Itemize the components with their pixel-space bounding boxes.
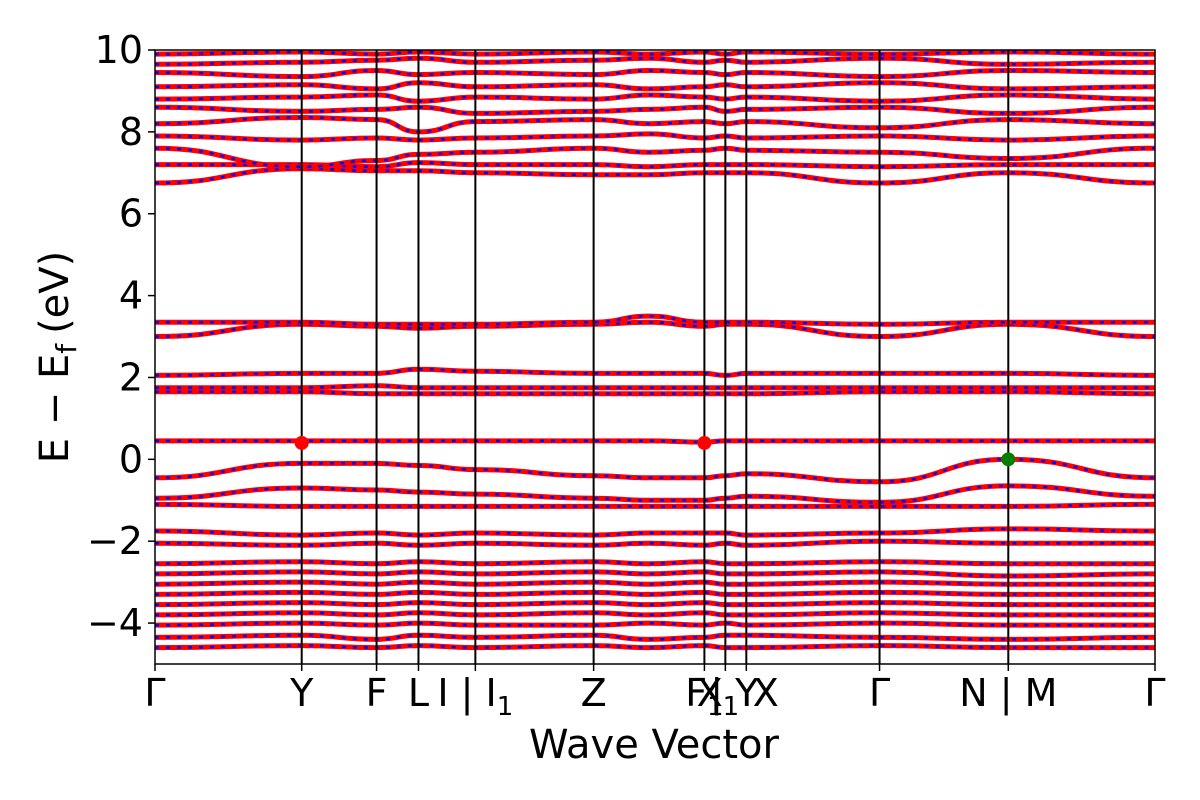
- extremum-marker: [294, 435, 309, 450]
- band-spin-up-line: [155, 389, 1155, 397]
- extremum-marker: [1001, 452, 1016, 467]
- bands-layer: [155, 50, 1155, 651]
- y-ticks: −4 −2 0 2 4 6 8 10: [87, 28, 155, 645]
- x-tick-label-text: | Y: [710, 671, 759, 716]
- y-tick-label: −4: [87, 601, 143, 645]
- x-tick-label-text: F: [685, 671, 707, 715]
- x-tick-label: | Y: [710, 671, 759, 716]
- x-tick-label-subscript: 1: [497, 692, 514, 722]
- x-tick-label-text: L: [408, 671, 429, 715]
- band-spin-up-line: [155, 579, 1155, 587]
- band-spin-up-line: [155, 68, 1155, 80]
- band-spin-up-line: [155, 166, 1155, 186]
- x-tick-label: Γ: [1144, 671, 1165, 715]
- x-tick-label: X: [753, 671, 779, 715]
- x-axis-label: Wave Vector: [529, 722, 780, 768]
- x-tick-label-text: F: [366, 671, 388, 715]
- kpoint-lines: [300, 50, 1010, 664]
- band-spin-up-line: [155, 632, 1155, 642]
- x-tick-label-text: Γ: [1144, 671, 1165, 715]
- y-tick-label: 6: [119, 192, 143, 236]
- x-tick-label: F1: [685, 671, 723, 722]
- y-tick-label: −2: [87, 519, 143, 563]
- band-spin-up-line: [155, 80, 1155, 92]
- axes-border: [154, 49, 1156, 665]
- band-spin-up-line: [155, 383, 1155, 391]
- x-tick-label: I | I1: [437, 671, 513, 722]
- x-tick-label-text: X: [753, 671, 779, 715]
- band-spin-down-line: [155, 484, 1155, 504]
- band-spin-up-line: [155, 438, 1155, 445]
- y-tick-label: 4: [119, 274, 143, 318]
- x-tick-label-subscript: 1: [723, 692, 740, 722]
- x-tick-label-text: Γ: [869, 671, 890, 715]
- band-spin-up-line: [155, 600, 1155, 608]
- y-axis-label-subscript: f: [50, 343, 83, 354]
- x-tick-label-text: Z: [581, 671, 607, 715]
- band-spin-down-line: [155, 458, 1155, 484]
- band-spin-down-line: [155, 146, 1155, 168]
- axes-frame: [154, 49, 1156, 665]
- markers-layer: [294, 435, 1016, 467]
- band-spin-up-line: [155, 92, 1155, 104]
- x-tick-label: F: [366, 671, 388, 715]
- y-tick-label: 8: [119, 110, 143, 154]
- x-tick-label-subscript: 1: [707, 692, 724, 722]
- band-spin-up-line: [155, 131, 1155, 143]
- x-tick-label: N | M: [959, 671, 1057, 716]
- band-spin-up-line: [155, 313, 1155, 327]
- band-spin-up-line: [155, 620, 1155, 628]
- x-tick-label-text: Y: [289, 671, 314, 715]
- band-spin-up-line: [155, 160, 1155, 170]
- bands-group: [155, 50, 1155, 651]
- y-tick-label: 2: [119, 355, 143, 399]
- band-spin-up-line: [155, 589, 1155, 597]
- x-tick-label: Γ: [144, 671, 165, 715]
- x-tick-label-text: I | I: [437, 671, 496, 716]
- band-spin-up-line: [155, 643, 1155, 651]
- band-spin-up-line: [155, 501, 1155, 509]
- x-tick-label: Y: [289, 671, 314, 715]
- band-spin-up-line: [155, 538, 1155, 548]
- y-tick-label: 10: [95, 28, 143, 72]
- x-tick-label: Γ: [869, 671, 890, 715]
- x-tick-label-text: N | M: [959, 671, 1057, 716]
- band-spin-up-line: [155, 366, 1155, 378]
- band-spin-up-line: [155, 559, 1155, 567]
- y-axis-label-unit: (eV): [32, 251, 78, 334]
- band-spin-up-line: [155, 104, 1155, 116]
- y-axis-label: E − Ef (eV): [32, 251, 83, 464]
- x-tick-label-text: Γ: [144, 671, 165, 715]
- x-tick-label: X1: [697, 671, 740, 722]
- band-spin-up-line: [155, 526, 1155, 538]
- y-axis-label-main: E − E: [32, 354, 78, 464]
- band-spin-up-line: [155, 569, 1155, 579]
- band-spin-down-line: [155, 116, 1155, 134]
- band-spin-up-line: [155, 55, 1155, 67]
- x-tick-label: L: [408, 671, 429, 715]
- y-tick-label: 0: [119, 437, 143, 481]
- band-spin-up-line: [155, 610, 1155, 618]
- band-spin-up-line: [155, 50, 1155, 57]
- x-tick-label: Z: [581, 671, 607, 715]
- x-tick-label-text: X: [697, 671, 723, 715]
- extremum-marker: [697, 435, 712, 450]
